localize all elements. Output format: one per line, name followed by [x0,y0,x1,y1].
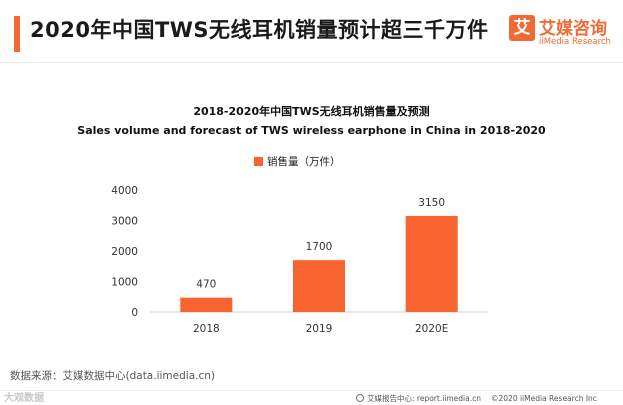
y-tick-label: 2000 [111,246,138,258]
brand-logo: 艾 艾媒咨询 iiMedia Research [509,13,619,53]
chart-title: 2018-2020年中国TWS无线耳机销售量及预测 [193,105,430,118]
bar [293,260,345,312]
data-label: 3150 [418,197,445,209]
x-tick-label: 2019 [306,323,333,335]
x-tick-label: 2020E [415,323,448,335]
watermark: 大观数据 [4,393,44,404]
title-accent-bar [14,16,20,52]
chart-subtitle: Sales volume and forecast of TWS wireles… [77,124,546,137]
page-title: 2020年中国TWS无线耳机销量预计超三千万件 [30,18,489,42]
legend-swatch [254,157,263,166]
brand-mark-icon: 艾 [509,15,535,41]
y-tick-label: 0 [131,307,138,319]
legend-label: 销售量（万件） [267,155,341,168]
globe-icon [356,394,364,402]
data-source: 数据来源：艾媒数据中心(data.iimedia.cn) [10,370,215,382]
data-label: 470 [196,279,216,291]
data-label: 1700 [306,241,333,253]
x-tick-label: 2018 [193,323,220,335]
y-tick-label: 4000 [111,185,138,197]
header-divider [0,62,623,63]
bar [405,215,458,312]
copyright: ©2020 iiMedia Research Inc [491,394,597,403]
footer-credits: 艾媒报告中心: report.iimedia.cn ©2020 iiMedia R… [356,393,597,404]
brand-name-en: iiMedia Research [539,37,611,47]
y-tick-label: 1000 [111,277,138,289]
bar [180,297,233,312]
brand-name-cn: 艾媒咨询 [539,19,607,39]
report-center[interactable]: 艾媒报告中心: report.iimedia.cn [367,394,481,403]
y-tick-label: 3000 [111,216,138,228]
footer-divider [0,390,623,391]
